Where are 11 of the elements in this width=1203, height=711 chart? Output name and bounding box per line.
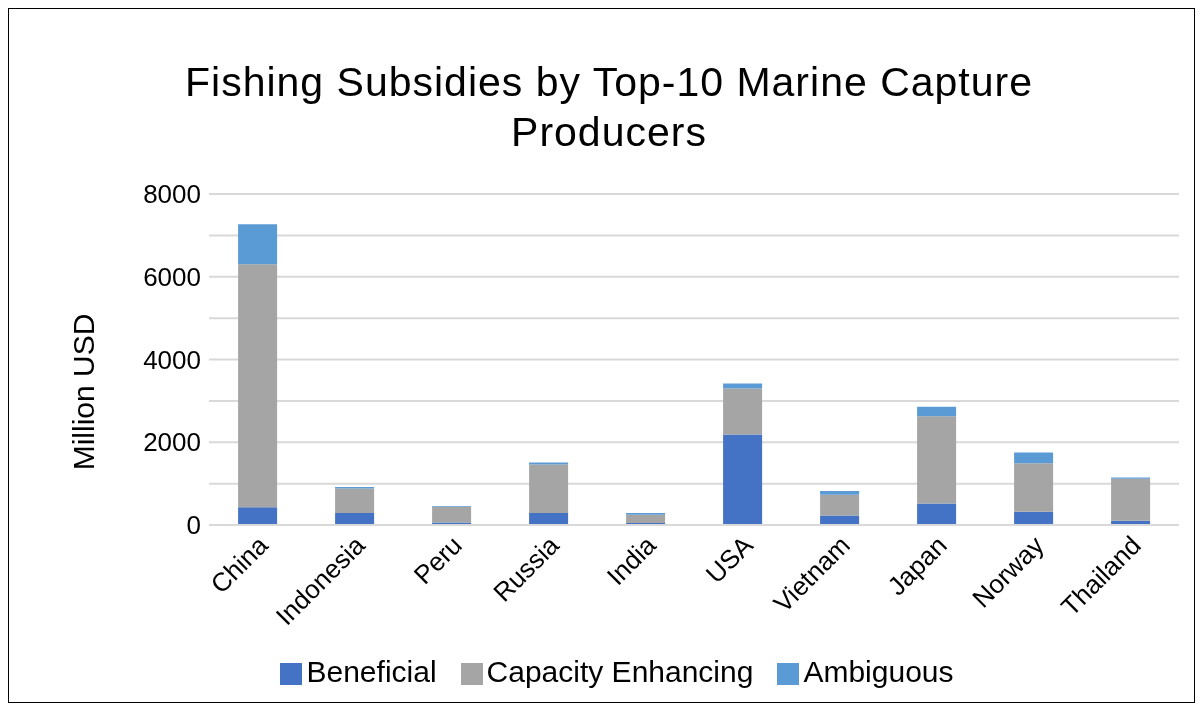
y-tick-label: 8000 xyxy=(143,179,201,210)
y-axis-title: Million USD xyxy=(67,313,101,471)
y-tick-label: 2000 xyxy=(143,427,201,458)
chart-title: Fishing Subsidies by Top-10 Marine Capture Producers xyxy=(184,58,1034,157)
legend-label: Capacity Enhancing xyxy=(486,655,754,688)
legend-label: Ambiguous xyxy=(803,655,954,688)
y-tick-label: 0 xyxy=(186,510,201,541)
legend-label: Beneficial xyxy=(306,655,437,688)
x-tick-label: USA xyxy=(699,529,760,590)
y-tick-label: 6000 xyxy=(143,261,201,292)
y-tick-label: 4000 xyxy=(143,344,201,375)
